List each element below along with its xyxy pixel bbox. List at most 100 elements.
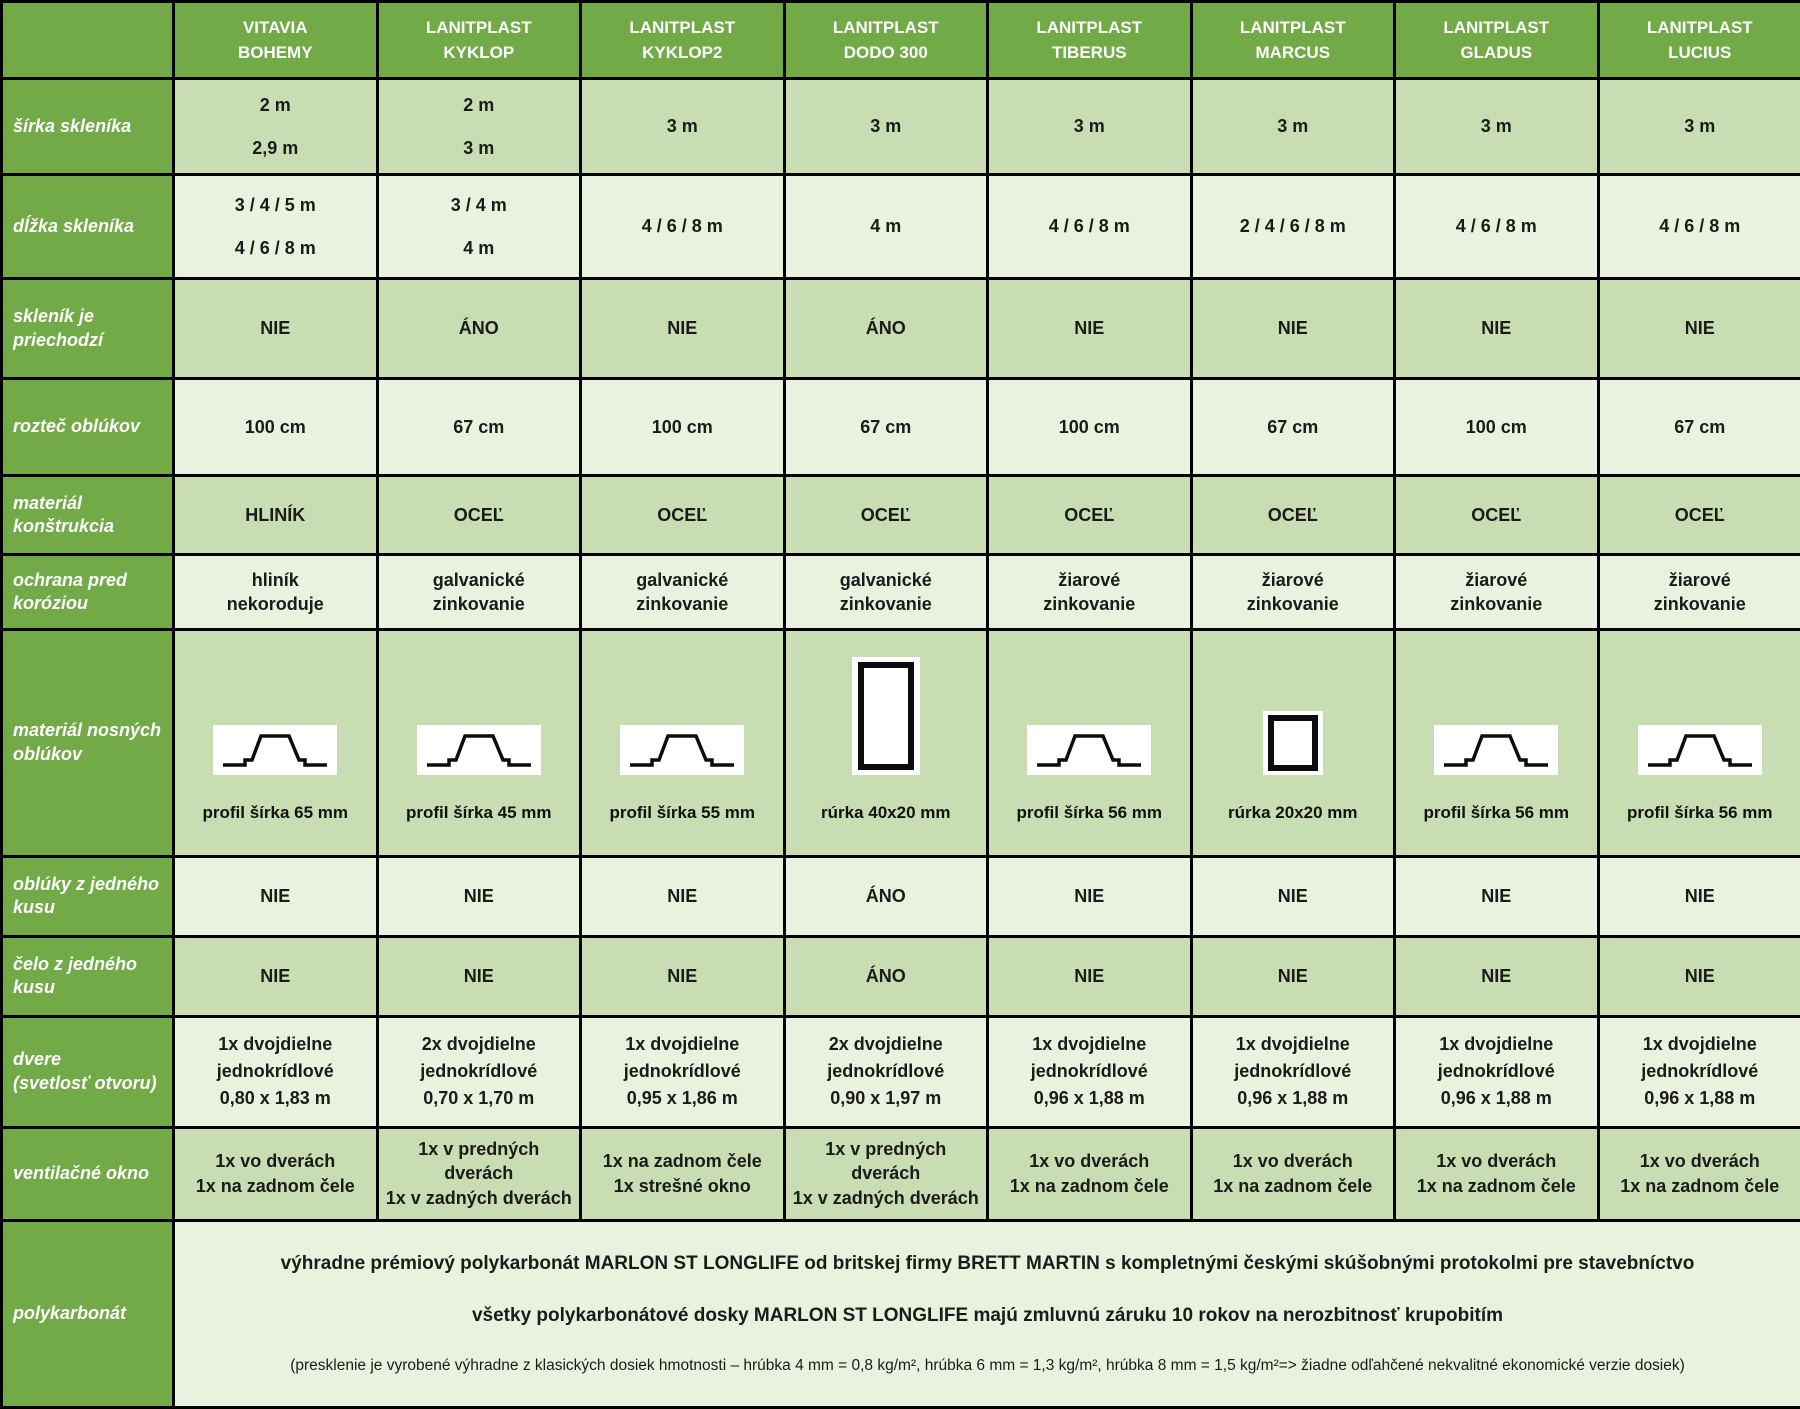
celo-cell: NIE: [581, 936, 785, 1016]
profil-caption: profil šírka 56 mm: [1606, 804, 1795, 823]
ochrana-cell: hliník nekoroduje: [174, 555, 378, 630]
vetranie-cell: 1x vo dverách 1x na zadnom čele: [1191, 1127, 1395, 1220]
profil-cell: rúrka 20x20 mm: [1191, 630, 1395, 857]
priechodzi-cell: NIE: [988, 279, 1192, 379]
dvere-cell: 2x dvojdielne jednokrídlové 0,70 x 1,70 …: [377, 1016, 581, 1127]
roztec-cell: 67 cm: [1191, 379, 1395, 476]
celo-cell: NIE: [1598, 936, 1800, 1016]
priechodzi-cell: ÁNO: [784, 279, 988, 379]
priechodzi-cell: NIE: [581, 279, 785, 379]
roztec-cell: 100 cm: [174, 379, 378, 476]
omega-profile-icon: [620, 725, 744, 775]
column-header-lanitplast-kyklop: LANITPLAST KYKLOP: [377, 2, 581, 79]
profil-cell: rúrka 40x20 mm: [784, 630, 988, 857]
ochrana-cell: žiarové zinkovanie: [1395, 555, 1599, 630]
column-header-lanitplast-tiberus: LANITPLAST TIBERUS: [988, 2, 1192, 79]
profil-caption: rúrka 40x20 mm: [792, 804, 981, 823]
profil-caption: rúrka 20x20 mm: [1199, 804, 1388, 823]
column-header-lanitplast-gladus: LANITPLAST GLADUS: [1395, 2, 1599, 79]
vetranie-cell: 1x na zadnom čele 1x strešné okno: [581, 1127, 785, 1220]
obluky-cell: NIE: [1395, 856, 1599, 936]
ochrana-cell: žiarové zinkovanie: [1598, 555, 1800, 630]
celo-cell: NIE: [174, 936, 378, 1016]
priechodzi-cell: NIE: [1598, 279, 1800, 379]
celo-cell: NIE: [377, 936, 581, 1016]
celo-cell: ÁNO: [784, 936, 988, 1016]
dlzka-cell: 3 / 4 / 5 m 4 / 6 / 8 m: [174, 175, 378, 279]
table-row-walkthrough: skleník je priechodzí NIE ÁNO NIE ÁNO NI…: [2, 279, 1800, 379]
material-cell: OCEĽ: [1598, 476, 1800, 555]
roztec-cell: 67 cm: [1598, 379, 1800, 476]
row-label-dvere: dvere (svetlosť otvoru): [2, 1016, 174, 1127]
row-label-sklenik-je-priechodzi: skleník je priechodzí: [2, 279, 174, 379]
roztec-cell: 67 cm: [784, 379, 988, 476]
celo-cell: NIE: [988, 936, 1192, 1016]
omega-profile-icon: [1638, 725, 1762, 775]
sirka-cell: 3 m: [1395, 79, 1599, 175]
profil-caption: profil šírka 56 mm: [995, 804, 1184, 823]
table-row-length: dĺžka skleníka 3 / 4 / 5 m 4 / 6 / 8 m 3…: [2, 175, 1800, 279]
row-label-material-nosnych-oblukov: materiál nosných oblúkov: [2, 630, 174, 857]
profil-cell: profil šírka 45 mm: [377, 630, 581, 857]
vetranie-cell: 1x v predných dverách 1x v zadných dverá…: [377, 1127, 581, 1220]
column-header-lanitplast-marcus: LANITPLAST MARCUS: [1191, 2, 1395, 79]
corner-cell: [2, 2, 174, 79]
dvere-cell: 1x dvojdielne jednokrídlové 0,80 x 1,83 …: [174, 1016, 378, 1127]
dvere-cell: 2x dvojdielne jednokrídlové 0,90 x 1,97 …: [784, 1016, 988, 1127]
dlzka-cell: 4 / 6 / 8 m: [988, 175, 1192, 279]
column-header-lanitplast-lucius: LANITPLAST LUCIUS: [1598, 2, 1800, 79]
material-cell: OCEĽ: [1395, 476, 1599, 555]
material-cell: OCEĽ: [377, 476, 581, 555]
material-cell: HLINÍK: [174, 476, 378, 555]
vetranie-cell: 1x vo dverách 1x na zadnom čele: [1598, 1127, 1800, 1220]
sirka-cell: 3 m: [581, 79, 785, 175]
priechodzi-cell: NIE: [1191, 279, 1395, 379]
polykarbonat-line2: všetky polykarbonátové dosky MARLON ST L…: [189, 1303, 1786, 1330]
material-cell: OCEĽ: [1191, 476, 1395, 555]
table-row-vent-window: ventilačné okno 1x vo dverách 1x na zadn…: [2, 1127, 1800, 1220]
material-cell: OCEĽ: [581, 476, 785, 555]
sirka-cell: 3 m: [988, 79, 1192, 175]
obluky-cell: NIE: [1191, 856, 1395, 936]
ochrana-cell: žiarové zinkovanie: [1191, 555, 1395, 630]
row-label-sirka-sklenika: šírka skleníka: [2, 79, 174, 175]
dvere-cell: 1x dvojdielne jednokrídlové 0,96 x 1,88 …: [1395, 1016, 1599, 1127]
row-label-material-konstrukcia: materiál konštrukcia: [2, 476, 174, 555]
dlzka-cell: 3 / 4 m 4 m: [377, 175, 581, 279]
profil-cell: profil šírka 55 mm: [581, 630, 785, 857]
dvere-cell: 1x dvojdielne jednokrídlové 0,95 x 1,86 …: [581, 1016, 785, 1127]
obluky-cell: ÁNO: [784, 856, 988, 936]
table-row-one-piece-gable: čelo z jedného kusu NIE NIE NIE ÁNO NIE …: [2, 936, 1800, 1016]
profil-caption: profil šírka 56 mm: [1402, 804, 1591, 823]
dvere-cell: 1x dvojdielne jednokrídlové 0,96 x 1,88 …: [1191, 1016, 1395, 1127]
material-cell: OCEĽ: [988, 476, 1192, 555]
celo-cell: NIE: [1395, 936, 1599, 1016]
obluky-cell: NIE: [174, 856, 378, 936]
table-row-arch-spacing: rozteč oblúkov 100 cm 67 cm 100 cm 67 cm…: [2, 379, 1800, 476]
dlzka-cell: 4 / 6 / 8 m: [581, 175, 785, 279]
table-row-width: šírka skleníka 2 m 2,9 m 2 m 3 m 3 m 3 m…: [2, 79, 1800, 175]
polykarbonat-line3: (presklenie je vyrobené výhradne z klasi…: [189, 1355, 1786, 1377]
omega-profile-icon: [417, 725, 541, 775]
priechodzi-cell: ÁNO: [377, 279, 581, 379]
header-row: VITAVIA BOHEMY LANITPLAST KYKLOP LANITPL…: [2, 2, 1800, 79]
vetranie-cell: 1x v predných dverách 1x v zadných dverá…: [784, 1127, 988, 1220]
obluky-cell: NIE: [1598, 856, 1800, 936]
row-label-obluky-z-jedneho-kusu: oblúky z jedného kusu: [2, 856, 174, 936]
celo-cell: NIE: [1191, 936, 1395, 1016]
table-row-one-piece-arches: oblúky z jedného kusu NIE NIE NIE ÁNO NI…: [2, 856, 1800, 936]
roztec-cell: 100 cm: [1395, 379, 1599, 476]
profil-cell: profil šírka 56 mm: [1598, 630, 1800, 857]
column-header-lanitplast-kyklop2: LANITPLAST KYKLOP2: [581, 2, 785, 79]
row-label-dlzka-sklenika: dĺžka skleníka: [2, 175, 174, 279]
table-row-doors: dvere (svetlosť otvoru) 1x dvojdielne je…: [2, 1016, 1800, 1127]
sirka-cell: 3 m: [1598, 79, 1800, 175]
priechodzi-cell: NIE: [174, 279, 378, 379]
obluky-cell: NIE: [377, 856, 581, 936]
vetranie-cell: 1x vo dverách 1x na zadnom čele: [988, 1127, 1192, 1220]
polykarbonat-line1: výhradne prémiový polykarbonát MARLON ST…: [189, 1251, 1786, 1278]
obluky-cell: NIE: [988, 856, 1192, 936]
profil-cell: profil šírka 65 mm: [174, 630, 378, 857]
row-label-polykarbonat: polykarbonát: [2, 1220, 174, 1408]
